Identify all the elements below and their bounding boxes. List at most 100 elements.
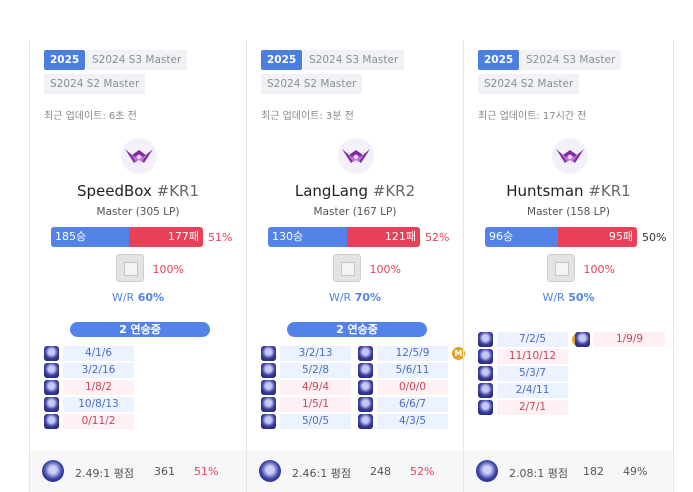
summoner-tagline: #KR1: [156, 182, 200, 200]
champion-pick-rate: 100%: [152, 263, 184, 276]
summoner-name-text: Huntsman: [506, 182, 584, 200]
match-kda: 6/6/7: [377, 397, 448, 412]
match-item[interactable]: 4/1/6: [44, 346, 144, 361]
summoner-name-text: SpeedBox: [76, 182, 152, 200]
champion-avatar-icon: [42, 460, 64, 482]
win-rate: 50%: [642, 231, 667, 244]
wr-value: 50%: [568, 291, 595, 304]
match-item[interactable]: 11/10/12: [478, 349, 578, 364]
match-item[interactable]: 4/3/5: [358, 414, 458, 429]
summary-footer: 2.49:1 평점 361 51%: [30, 451, 246, 492]
champion-thumb-icon: [261, 414, 276, 429]
summoner-name[interactable]: Huntsman #KR1: [464, 182, 673, 200]
match-item[interactable]: 1/8/2: [44, 380, 144, 395]
match-item[interactable]: 10/8/13: [44, 397, 144, 412]
champion-thumb-icon: [478, 383, 493, 398]
season-tab[interactable]: S2024 S2 Master: [261, 74, 363, 94]
wins-segment: 185승: [51, 227, 129, 247]
win-loss-bar: 96승 95패: [485, 227, 637, 247]
player-cards: 2025 S2024 S3 Master S2024 S2 Master 최근 업데이…: [29, 40, 674, 492]
match-kda: 1/9/9: [594, 332, 665, 347]
champion-thumb-icon: [261, 363, 276, 378]
match-item[interactable]: 0/0/0: [358, 380, 458, 395]
match-item[interactable]: 4/9/4: [261, 380, 361, 395]
match-item[interactable]: 2/7/1: [478, 400, 578, 415]
wr-prefix: W/R: [542, 291, 565, 304]
champion-avatar-icon: [476, 460, 498, 482]
season-tab[interactable]: S2024 S2 Master: [478, 74, 580, 94]
season-tab[interactable]: S2024 S3 Master: [303, 50, 405, 70]
match-kda: 10/8/13: [63, 397, 134, 412]
games-played: 182: [583, 465, 604, 478]
champion-thumb-icon: [358, 363, 373, 378]
champion-thumb-icon: [44, 380, 59, 395]
season-tabs: 2025 S2024 S3 Master S2024 S2 Master: [478, 50, 668, 96]
match-item[interactable]: 3/2/13: [261, 346, 361, 361]
match-item[interactable]: 2/4/11: [478, 383, 578, 398]
champion-avatar-icon: [259, 460, 281, 482]
match-kda: 1/5/1: [280, 397, 351, 412]
match-item[interactable]: 6/6/7: [358, 397, 458, 412]
last-updated: 최근 업데이트: 3분 전: [261, 111, 354, 122]
champion-thumb-icon: [44, 397, 59, 412]
player-card: 2025 S2024 S3 Master S2024 S2 Master 최근 업데이…: [463, 40, 674, 492]
kda-ratio: 2.08:1 평점: [509, 467, 568, 480]
match-item[interactable]: 5/0/5: [261, 414, 361, 429]
summoner-name[interactable]: LangLang #KR2: [247, 182, 463, 200]
match-item[interactable]: 0/11/2: [44, 414, 144, 429]
summoner-name-text: LangLang: [294, 182, 368, 200]
season-tabs: 2025 S2024 S3 Master S2024 S2 Master: [261, 50, 451, 96]
match-item[interactable]: 1/5/1: [261, 397, 361, 412]
season-tab-current[interactable]: 2025: [44, 50, 86, 70]
champion-thumb-icon: [478, 349, 493, 364]
match-item[interactable]: 1/9/9: [575, 332, 675, 347]
season-tab[interactable]: S2024 S3 Master: [86, 50, 188, 70]
match-kda: 4/1/6: [63, 346, 134, 361]
match-kda: 1/8/2: [63, 380, 134, 395]
champion-thumb-icon: [358, 380, 373, 395]
champion-pick-rate: 100%: [583, 263, 615, 276]
summoner-name[interactable]: SpeedBox #KR1: [30, 182, 246, 200]
match-kda: 0/11/2: [63, 414, 134, 429]
match-item[interactable]: 12/5/9 M: [358, 346, 465, 361]
champion-thumb-icon: [358, 346, 373, 361]
win-streak-badge: 2 연승중: [287, 322, 427, 337]
last-updated: 최근 업데이트: 17시간 전: [478, 111, 587, 122]
match-kda: 7/2/5: [497, 332, 568, 347]
season-tab[interactable]: S2024 S2 Master: [44, 74, 146, 94]
match-item[interactable]: 7/2/5M: [478, 332, 585, 347]
champion-thumb-icon: [261, 397, 276, 412]
tier-label: Master (305 LP): [96, 206, 180, 218]
match-kda: 2/4/11: [497, 383, 568, 398]
match-kda: 12/5/9: [377, 346, 448, 361]
games-played: 361: [154, 465, 175, 478]
season-tab-current[interactable]: 2025: [261, 50, 303, 70]
champion-thumb-icon: [261, 380, 276, 395]
champion-thumb-icon: [358, 414, 373, 429]
champion-thumb-icon: [575, 332, 590, 347]
champion-thumb-icon: [261, 346, 276, 361]
match-kda: 5/2/8: [280, 363, 351, 378]
champion-icon[interactable]: [332, 254, 361, 282]
win-rate: 51%: [208, 231, 233, 244]
master-emblem-icon: [120, 137, 158, 175]
match-item[interactable]: 5/2/8: [261, 363, 361, 378]
match-item[interactable]: 5/6/11: [358, 363, 458, 378]
match-kda: 2/7/1: [497, 400, 568, 415]
last-updated: 최근 업데이트: 6초 전: [44, 111, 137, 122]
champion-icon[interactable]: [115, 254, 144, 282]
master-emblem-icon: [551, 137, 589, 175]
win-streak-badge: 2 연승중: [70, 322, 210, 337]
footer-win-rate: 51%: [194, 465, 219, 478]
champion-icon[interactable]: [546, 254, 575, 282]
tier-label: Master (167 LP): [313, 206, 397, 218]
champion-win-rate: W/R 50%: [464, 291, 673, 304]
champion-thumb-icon: [44, 414, 59, 429]
match-item[interactable]: 5/3/7: [478, 366, 578, 381]
season-tab-current[interactable]: 2025: [478, 50, 520, 70]
match-item[interactable]: 3/2/16: [44, 363, 144, 378]
champion-thumb-icon: [478, 366, 493, 381]
match-kda: 5/0/5: [280, 414, 351, 429]
season-tab[interactable]: S2024 S3 Master: [520, 50, 622, 70]
win-rate: 52%: [425, 231, 450, 244]
